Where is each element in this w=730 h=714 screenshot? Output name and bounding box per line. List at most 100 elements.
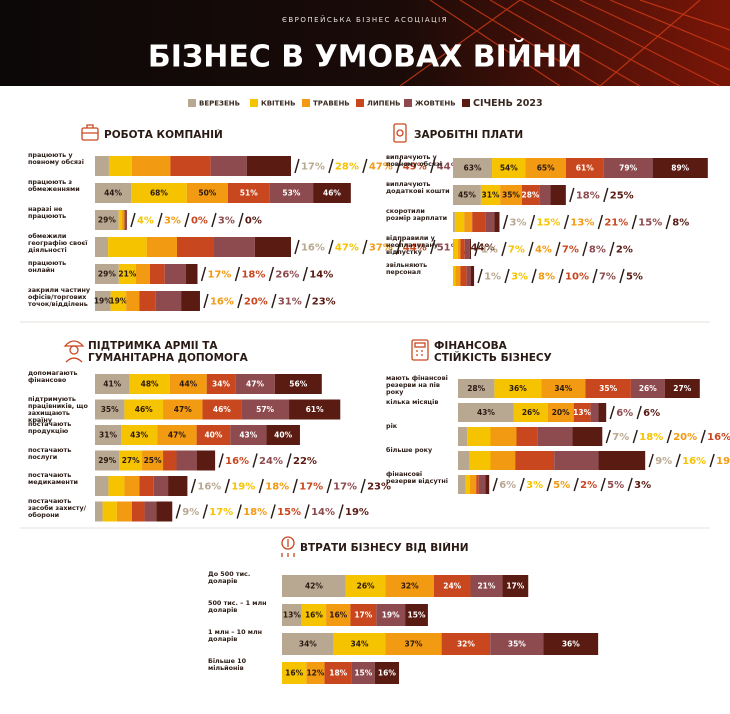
value-label: 16%: [210, 297, 234, 308]
bar-segment: [269, 183, 314, 203]
category-label-box: наразі не працюють: [28, 206, 66, 220]
category-label: постачають засоби захисту/оборони: [28, 497, 86, 519]
bar-segment: [573, 403, 591, 422]
bar-segment: [95, 264, 119, 284]
category-label-box: скоротили розмір зарплати: [386, 208, 447, 222]
bar-segment: [485, 475, 490, 494]
category-label: рік: [386, 423, 398, 430]
panel-title: ВТРАТИ БІЗНЕСУ ВІД ВІЙНИ: [300, 542, 469, 554]
category-label-box: працюють у повному обсязі: [28, 152, 84, 166]
category-label-box: рік: [386, 423, 398, 430]
bar-segment: [441, 633, 491, 655]
value-label: 34%: [351, 640, 369, 649]
separator-slash: [592, 268, 598, 284]
bar-segment: [289, 399, 341, 420]
value-label: 35%: [101, 405, 119, 414]
bar-segment: [537, 427, 573, 446]
bar-segment: [155, 291, 182, 311]
value-label: 41%: [103, 380, 121, 389]
value-label: 48%: [141, 380, 159, 389]
bar-segment: [351, 662, 375, 684]
value-label: 16%: [329, 611, 347, 620]
category-label-box: відправили у неоплачувану відпустку: [386, 235, 438, 256]
separator-slash: [328, 239, 334, 255]
separator-slash: [157, 212, 163, 228]
value-label: 36%: [562, 640, 580, 649]
bar-segment: [124, 476, 140, 496]
value-label: 28%: [522, 191, 540, 200]
value-label: 16%: [225, 456, 249, 467]
value-label: 17%: [506, 582, 524, 591]
value-label: 22%: [293, 456, 317, 467]
bar-segment: [502, 575, 529, 597]
bar-segment: [376, 604, 406, 626]
bar-segment: [472, 212, 486, 232]
separator-slash: [270, 504, 276, 519]
icon-wallet: [393, 123, 407, 143]
value-label: 40%: [204, 431, 222, 440]
category-label: працюють з обмеженнями: [28, 179, 80, 193]
legend-label: ВЕРЕЗЕНЬ: [199, 100, 240, 108]
value-label: 51%: [240, 189, 258, 198]
bar-segment: [282, 633, 334, 655]
bar-segment: [301, 604, 327, 626]
value-label: 47%: [174, 405, 192, 414]
value-label: 31%: [482, 191, 500, 200]
separator-slash: [492, 477, 498, 492]
bar-segment: [306, 662, 325, 684]
panel-title-box: ПІДТРИМКА АРМІЇ ТА ГУМАНІТАРНА ДОПОМОГА: [88, 340, 248, 364]
bar-segment: [652, 158, 708, 178]
separator-slash: [326, 478, 332, 494]
separator-slash: [252, 453, 258, 468]
value-label: 8%: [672, 218, 689, 229]
bar-segment: [515, 451, 555, 470]
bar-segment: [458, 379, 495, 398]
category-label: 500 тис. – 1 млн доларів: [208, 600, 267, 614]
bar-segment: [146, 237, 177, 257]
value-label: 6%: [643, 408, 660, 419]
legend-label: ЛИПЕНЬ: [367, 100, 401, 108]
category-label-box: 1 млн – 10 млн доларів: [208, 629, 262, 643]
bar-segment: [385, 633, 442, 655]
bar-segment: [139, 476, 154, 496]
value-label: 34%: [299, 640, 317, 649]
value-label: 7%: [599, 272, 616, 283]
value-label: 61%: [576, 164, 594, 173]
value-label: 27%: [673, 384, 691, 393]
value-label: 8%: [589, 245, 606, 256]
category-label-box: працюють онлайн: [28, 260, 66, 274]
value-label: 51%: [437, 243, 461, 254]
bar-segment: [350, 604, 377, 626]
bar-segment: [434, 575, 471, 597]
separator-slash: [271, 293, 277, 309]
bar-segment: [95, 237, 109, 257]
separator-slash: [294, 239, 300, 255]
value-label: 21%: [604, 218, 628, 229]
category-label: фінансові резерви відсутні: [386, 471, 448, 485]
bar-segment: [170, 156, 211, 176]
category-label-box: Більше 10 мільйонів: [208, 658, 246, 672]
bar-segment: [458, 427, 468, 446]
bar-segment: [235, 374, 275, 394]
bar-segment: [453, 266, 454, 286]
value-label: 28%: [335, 162, 359, 173]
value-label: 34%: [554, 384, 572, 393]
value-label: 0%: [245, 216, 262, 227]
bar-segment: [516, 427, 538, 446]
separator-slash: [130, 212, 136, 228]
category-label-box: звільняють персонал: [386, 262, 427, 276]
category-label-box: виплачують додаткові кошти: [386, 181, 450, 195]
value-label: 6%: [499, 480, 516, 491]
legend-swatch: [462, 99, 470, 107]
panel-title-box: РОБОТА КОМПАНІЙ: [104, 129, 223, 141]
value-label: 79%: [619, 164, 637, 173]
bar-segment: [469, 451, 491, 470]
bar-segment: [131, 183, 187, 203]
category-label-box: фінансові резерви відсутні: [386, 471, 448, 485]
value-label: 2%: [580, 480, 597, 491]
separator-slash: [502, 214, 509, 230]
value-label: 61%: [306, 405, 324, 414]
value-label: 7%: [612, 432, 629, 443]
panel-title-box: ВТРАТИ БІЗНЕСУ ВІД ВІЙНИ: [300, 542, 469, 554]
bar-segment: [454, 212, 465, 232]
